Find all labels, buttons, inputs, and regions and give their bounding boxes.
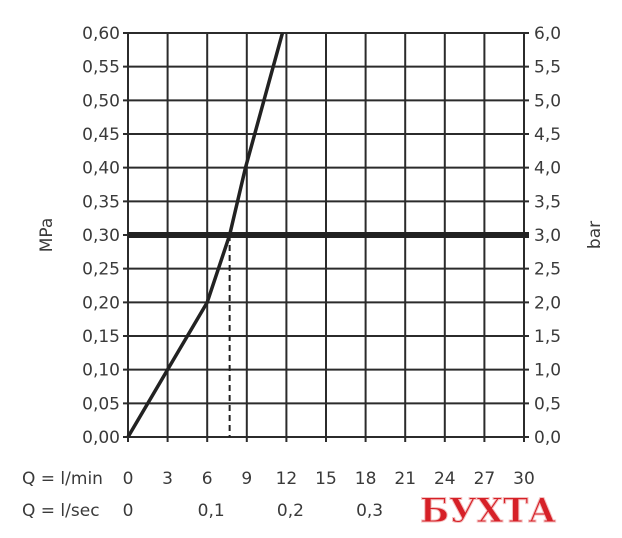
y-tick-label-right: 3,5 (534, 192, 561, 212)
y-tick-label-left: 0,20 (82, 293, 120, 313)
x-tick-label: 18 (355, 469, 377, 489)
y-tick-label-left: 0,40 (82, 159, 120, 179)
tick-labels: 0 3 6 9 12 15 18 21 24 27 300,00 0,00,05 0,50,10 1,00… (82, 24, 561, 521)
y-tick-label-left: 0,50 (82, 91, 120, 111)
x-tick-label: 21 (394, 469, 416, 489)
y-tick-label-right: 0,0 (534, 428, 561, 448)
x2-tick-label: 0,2 (277, 501, 304, 521)
pressure-flow-curve (126, 32, 285, 438)
x2-tick-label: 0 (123, 501, 134, 521)
y-axis-label-right: bar (585, 221, 605, 249)
x-tick-label: 15 (315, 469, 337, 489)
x2-tick-label: 0,3 (356, 501, 383, 521)
y-tick-label-right: 3,0 (534, 226, 561, 246)
y-tick-label-left: 0,60 (82, 24, 120, 44)
x-tick-label: 3 (162, 469, 173, 489)
watermark-logo: БУХТА (420, 491, 556, 531)
y-tick-label-right: 2,0 (534, 293, 561, 313)
x-tick-label: 24 (434, 469, 456, 489)
y-tick-label-left: 0,35 (82, 192, 120, 212)
y-tick-label-left: 0,10 (82, 361, 120, 381)
x-row-label-lsec: Q = l/sec (22, 501, 100, 521)
x-tick-label: 12 (276, 469, 298, 489)
y-tick-label-left: 0,45 (82, 125, 120, 145)
y-tick-label-right: 2,5 (534, 260, 561, 280)
y-tick-label-left: 0,00 (82, 428, 120, 448)
marks (126, 32, 529, 438)
x-tick-label: 9 (241, 469, 252, 489)
y-tick-label-right: 4,0 (534, 159, 561, 179)
y-tick-label-right: 5,5 (534, 58, 561, 78)
y-tick-label-left: 0,05 (82, 394, 120, 414)
y-tick-label-left: 0,25 (82, 260, 120, 280)
y-tick-label-right: 1,5 (534, 327, 561, 347)
y-tick-label-right: 1,0 (534, 361, 561, 381)
y-tick-label-right: 4,5 (534, 125, 561, 145)
x-row-label-lmin: Q = l/min (22, 469, 103, 489)
x2-tick-label: 0,1 (198, 501, 225, 521)
y-axis-label-left: MPa (37, 218, 57, 253)
x-tick-label: 27 (474, 469, 496, 489)
y-tick-label-right: 5,0 (534, 91, 561, 111)
y-tick-label-left: 0,30 (82, 226, 120, 246)
x-tick-label: 6 (202, 469, 213, 489)
x-tick-label: 30 (513, 469, 535, 489)
y-tick-label-right: 6,0 (534, 24, 561, 44)
y-tick-label-left: 0,55 (82, 58, 120, 78)
y-tick-label-left: 0,15 (82, 327, 120, 347)
y-tick-label-right: 0,5 (534, 394, 561, 414)
x-tick-label: 0 (123, 469, 134, 489)
